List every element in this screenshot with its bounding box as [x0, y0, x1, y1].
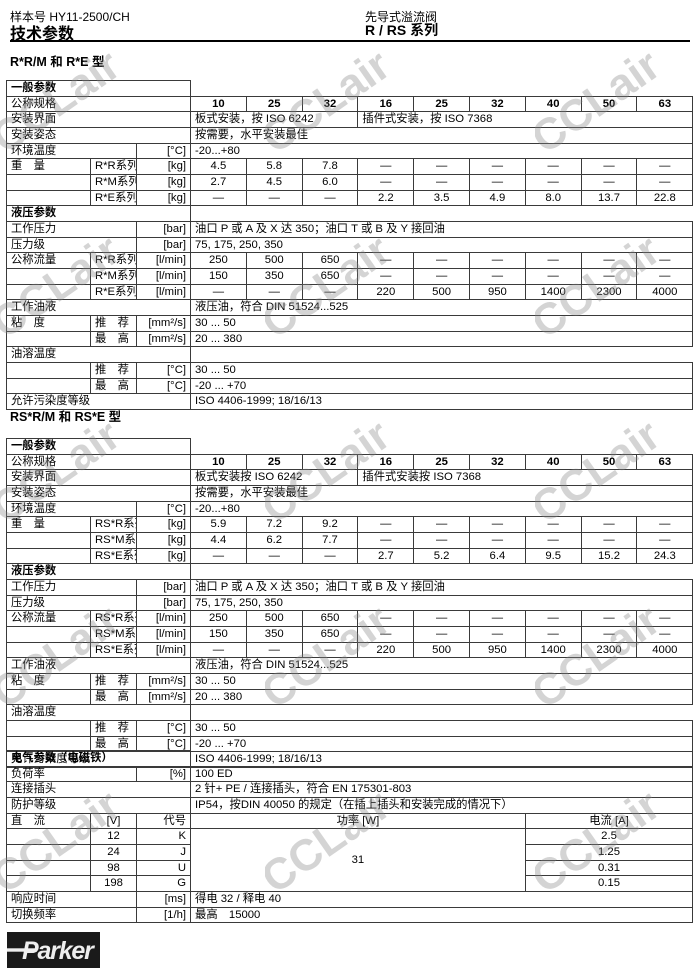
- svg-text:Parker: Parker: [22, 937, 95, 965]
